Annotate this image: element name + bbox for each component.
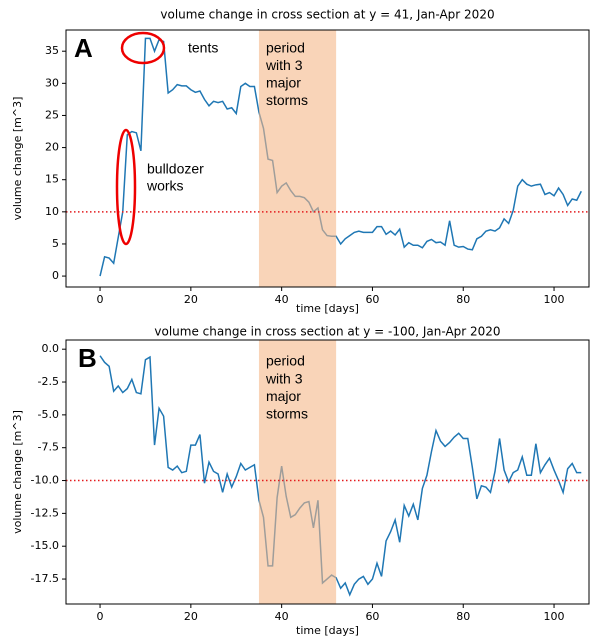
y-tick-label: 0: [52, 269, 59, 282]
x-axis-label: time [days]: [296, 302, 359, 315]
x-tick-label: 60: [365, 610, 379, 623]
span-label: major: [266, 75, 301, 91]
plot-frame: [65, 339, 590, 605]
span-label: period: [266, 353, 305, 369]
panel-label: A: [74, 33, 93, 63]
y-tick-label: 35: [45, 44, 59, 57]
y-tick-label: 20: [45, 141, 59, 154]
y-tick-label: -2.5: [38, 375, 59, 388]
x-tick-label: 0: [97, 293, 104, 306]
span-label: period: [266, 40, 305, 56]
data-line: [99, 37, 582, 277]
span-label: storms: [266, 406, 308, 422]
x-tick-label: 40: [275, 610, 289, 623]
x-tick-label: 100: [544, 293, 565, 306]
shaded-span: [258, 30, 337, 287]
y-tick-label: 10: [45, 205, 59, 218]
panel-label: B: [78, 343, 97, 373]
span-label: major: [266, 388, 301, 404]
chart-title: volume change in cross section at y = -1…: [154, 325, 500, 339]
highlight-ellipse: [120, 31, 166, 65]
span-label: with 3: [265, 57, 303, 73]
x-tick-label: 20: [184, 610, 198, 623]
y-tick-label: -12.5: [31, 506, 59, 519]
shaded-span: [258, 340, 337, 604]
x-tick-label: 40: [275, 293, 289, 306]
y-tick-label: -15.0: [31, 539, 59, 552]
span-label: with 3: [265, 371, 303, 387]
x-tick-label: 0: [97, 610, 104, 623]
span-label: storms: [266, 92, 308, 108]
y-tick-label: 5: [52, 237, 59, 250]
chart-title: volume change in cross section at y = 41…: [160, 8, 494, 22]
x-tick-label: 60: [365, 293, 379, 306]
x-axis-label: time [days]: [296, 624, 359, 637]
annotation: tents: [188, 40, 218, 56]
y-axis-label: volume change [m^3]: [11, 410, 24, 534]
x-tick-label: 100: [544, 610, 565, 623]
y-tick-label: 15: [45, 173, 59, 186]
y-tick-label: -10.0: [31, 474, 59, 487]
y-axis-label: volume change [m^3]: [11, 97, 24, 221]
x-tick-label: 20: [184, 293, 198, 306]
y-tick-label: 0.0: [42, 342, 60, 355]
data-line: [99, 355, 582, 597]
y-tick-label: -7.5: [38, 441, 59, 454]
x-tick-label: 80: [456, 610, 470, 623]
y-tick-label: 25: [45, 108, 59, 121]
annotation: works: [146, 178, 184, 194]
highlight-ellipse: [115, 128, 137, 246]
y-tick-label: -17.5: [31, 572, 59, 585]
annotation: bulldozer: [147, 161, 204, 177]
y-tick-label: 30: [45, 76, 59, 89]
y-tick-label: -5.0: [38, 408, 59, 421]
x-tick-label: 80: [456, 293, 470, 306]
plot-frame: [65, 29, 590, 288]
